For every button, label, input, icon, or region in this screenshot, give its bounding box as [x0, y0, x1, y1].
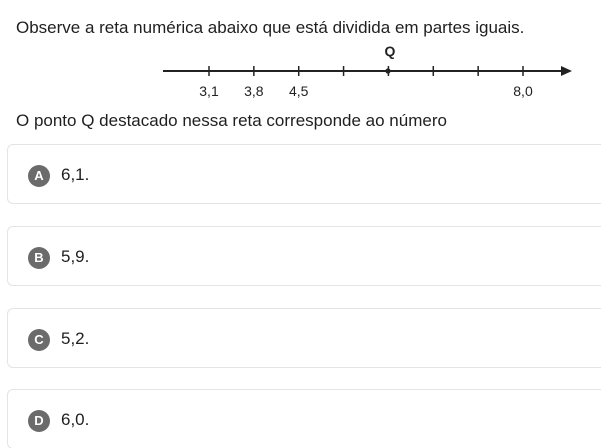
option-c-badge: C	[28, 329, 50, 351]
number-line-tick-label: 8,0	[513, 83, 533, 99]
option-b-badge: B	[28, 247, 50, 269]
question-statement: Observe a reta numérica abaixo que está …	[16, 18, 525, 37]
point-q-label: Q	[385, 43, 396, 59]
option-d[interactable]: D 6,0.	[7, 389, 601, 448]
number-line-ticks: 3,1 3,8 4,5 8,0	[199, 66, 533, 99]
point-q-marker	[385, 68, 391, 74]
option-a[interactable]: A 6,1.	[7, 144, 601, 204]
number-line-tick-label: 3,1	[199, 83, 219, 99]
number-line-tick-label: 4,5	[289, 83, 309, 99]
option-b[interactable]: B 5,9.	[7, 226, 601, 286]
option-d-badge: D	[28, 410, 50, 432]
option-c-text: 5,2.	[61, 329, 90, 348]
option-c[interactable]: C 5,2.	[7, 308, 601, 368]
option-d-text: 6,0.	[61, 410, 90, 429]
question-prompt: O ponto Q destacado nessa reta correspon…	[16, 111, 447, 130]
option-a-text: 6,1.	[61, 165, 90, 184]
number-line: 3,1 3,8 4,5 8,0 Q	[163, 43, 572, 99]
number-line-tick-label: 3,8	[244, 83, 264, 99]
option-a-badge: A	[28, 165, 50, 187]
number-line-arrow-icon	[561, 66, 572, 76]
option-b-text: 5,9.	[61, 247, 90, 266]
